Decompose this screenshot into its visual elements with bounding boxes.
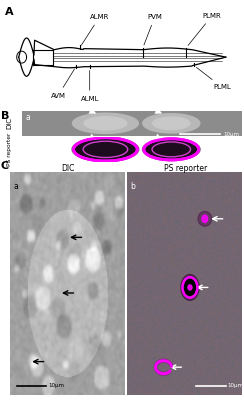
Text: B: B [1,111,9,122]
Ellipse shape [184,279,196,295]
Circle shape [162,372,164,375]
Circle shape [155,362,158,366]
Text: DIC: DIC [7,117,13,129]
Text: PLML: PLML [196,67,231,90]
Circle shape [170,365,173,369]
Circle shape [168,370,170,374]
Ellipse shape [153,117,190,130]
Circle shape [155,364,157,368]
Circle shape [164,372,166,375]
Text: 10μm: 10μm [228,383,244,388]
Text: 10μm: 10μm [49,383,65,388]
Ellipse shape [181,274,199,300]
Circle shape [167,360,169,364]
Circle shape [159,360,161,363]
Text: 10μm: 10μm [223,158,239,163]
Circle shape [170,363,172,367]
Circle shape [160,371,162,375]
Ellipse shape [187,284,193,291]
Text: A: A [5,7,13,17]
Circle shape [154,366,157,369]
Ellipse shape [144,139,199,160]
Circle shape [156,369,158,373]
Circle shape [163,359,165,363]
Text: PS reporter: PS reporter [164,164,207,173]
Text: a: a [25,113,30,122]
Circle shape [158,371,160,374]
Text: C: C [1,161,9,171]
Text: a: a [13,182,18,191]
Text: PS reporter: PS reporter [7,133,12,166]
Circle shape [157,361,159,365]
Ellipse shape [74,138,137,161]
Text: 10μm: 10μm [223,132,239,137]
Circle shape [161,359,163,363]
Ellipse shape [202,215,208,223]
Text: PLMR: PLMR [188,13,221,45]
Ellipse shape [142,138,200,160]
Circle shape [169,361,171,365]
Circle shape [165,359,167,363]
Circle shape [155,368,157,371]
Ellipse shape [198,211,212,226]
Text: b: b [130,182,135,191]
Text: b: b [25,139,30,148]
Text: PVM: PVM [144,14,162,45]
Ellipse shape [72,113,138,134]
Text: ALML: ALML [81,71,99,102]
Text: AVM: AVM [51,69,74,99]
Ellipse shape [188,285,192,290]
Circle shape [166,371,168,375]
Text: ALMR: ALMR [81,14,109,45]
Text: DIC: DIC [62,164,75,173]
Ellipse shape [84,117,127,130]
Ellipse shape [143,114,200,133]
Ellipse shape [72,137,139,162]
